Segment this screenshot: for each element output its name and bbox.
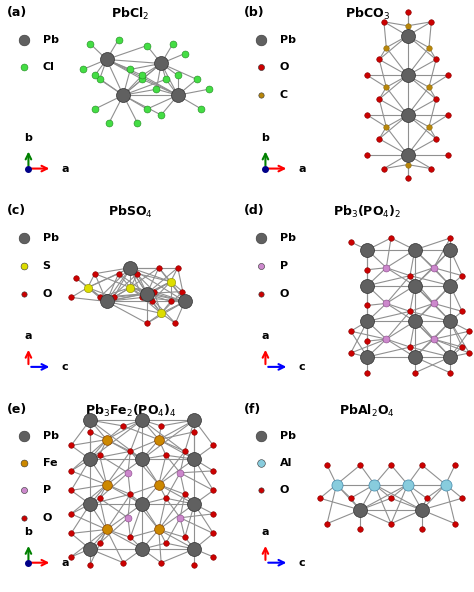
Text: PbCO$_3$: PbCO$_3$	[345, 6, 390, 22]
Text: Cl: Cl	[43, 62, 55, 72]
Text: S: S	[43, 260, 51, 271]
Text: b: b	[25, 133, 32, 143]
Text: a: a	[62, 558, 69, 568]
Text: c: c	[299, 362, 305, 372]
Text: (a): (a)	[7, 6, 27, 19]
Text: (f): (f)	[244, 403, 261, 416]
Text: O: O	[280, 288, 289, 298]
Text: a: a	[62, 163, 69, 173]
Text: Pb: Pb	[43, 233, 59, 243]
Text: Pb: Pb	[280, 233, 296, 243]
Text: Fe: Fe	[43, 458, 57, 468]
Text: Pb: Pb	[280, 35, 296, 44]
Text: PbCl$_2$: PbCl$_2$	[111, 6, 149, 22]
Text: C: C	[280, 90, 288, 100]
Text: c: c	[299, 558, 305, 568]
Text: (d): (d)	[244, 204, 265, 217]
Text: (e): (e)	[7, 403, 27, 416]
Text: Pb: Pb	[43, 35, 59, 44]
Text: Pb: Pb	[43, 431, 59, 440]
Text: P: P	[280, 260, 288, 271]
Text: (c): (c)	[7, 204, 26, 217]
Text: a: a	[262, 331, 269, 341]
Text: a: a	[25, 331, 32, 341]
Text: Pb: Pb	[280, 431, 296, 440]
Text: c: c	[62, 362, 68, 372]
Text: PbAl$_2$O$_4$: PbAl$_2$O$_4$	[339, 403, 395, 419]
Text: O: O	[280, 62, 289, 72]
Text: O: O	[43, 513, 52, 523]
Text: (b): (b)	[244, 6, 265, 19]
Text: Pb$_3$(PO$_4$)$_2$: Pb$_3$(PO$_4$)$_2$	[333, 204, 401, 220]
Text: Al: Al	[280, 458, 292, 468]
Text: a: a	[299, 163, 306, 173]
Text: PbSO$_4$: PbSO$_4$	[108, 204, 153, 220]
Text: O: O	[43, 288, 52, 298]
Text: Pb$_3$Fe$_2$(PO$_4$)$_4$: Pb$_3$Fe$_2$(PO$_4$)$_4$	[84, 403, 176, 419]
Text: b: b	[25, 527, 32, 538]
Text: a: a	[262, 527, 269, 538]
Text: b: b	[262, 133, 269, 143]
Text: P: P	[43, 485, 51, 496]
Text: O: O	[280, 485, 289, 496]
